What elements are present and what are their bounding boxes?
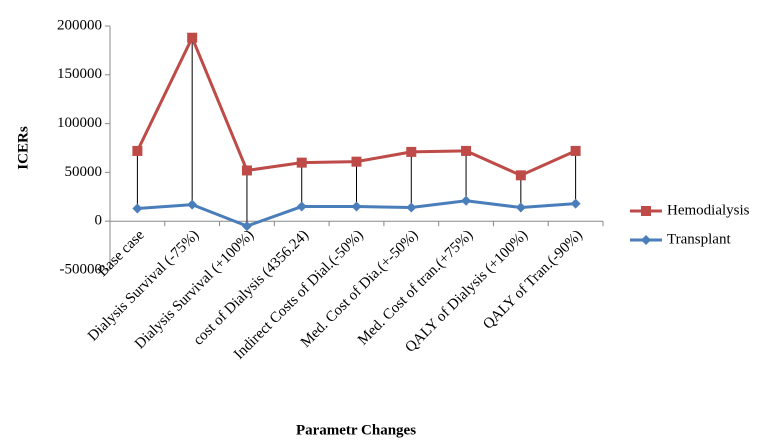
y-tick-label: 200000 xyxy=(57,17,102,33)
x-axis-title: Parametr Changes xyxy=(296,422,416,438)
y-tick-label: 0 xyxy=(95,213,103,229)
marker xyxy=(187,32,198,43)
marker xyxy=(406,202,417,213)
y-tick-label: -50000 xyxy=(60,261,103,277)
marker xyxy=(241,221,252,232)
marker xyxy=(461,145,472,156)
y-tick-label: 50000 xyxy=(65,164,103,180)
marker xyxy=(406,146,417,157)
marker xyxy=(351,156,362,167)
marker xyxy=(515,202,526,213)
marker xyxy=(296,157,307,168)
marker xyxy=(641,206,651,216)
marker xyxy=(351,201,362,212)
marker xyxy=(187,199,198,210)
y-tick-label: 100000 xyxy=(57,115,102,131)
marker xyxy=(132,145,143,156)
legend-label: Hemodialysis xyxy=(667,202,750,218)
y-tick-label: 150000 xyxy=(57,66,102,82)
marker xyxy=(461,195,472,206)
marker xyxy=(641,235,651,245)
legend-label: Transplant xyxy=(667,231,731,247)
marker xyxy=(515,170,526,181)
marker xyxy=(570,198,581,209)
marker xyxy=(132,203,143,214)
marker xyxy=(241,165,252,176)
y-axis-title: ICERs xyxy=(15,126,31,170)
marker xyxy=(296,201,307,212)
marker xyxy=(570,145,581,156)
